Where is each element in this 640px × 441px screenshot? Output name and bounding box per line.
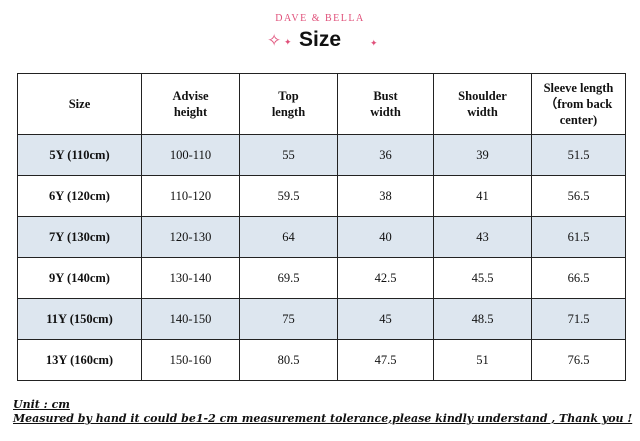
table-row: 5Y (110cm) 100-110 55 36 39 51.5 (17, 134, 626, 176)
header-label: Size (68, 97, 91, 111)
unit-note: Unit : cm (13, 398, 70, 411)
header-shoulder-width: Shoulder width (433, 73, 532, 135)
header-label: Shoulder width (458, 89, 507, 119)
table-cell: 130-140 (141, 257, 240, 299)
table-row: 13Y (160cm) 150-160 80.5 47.5 51 76.5 (17, 339, 626, 381)
title-row: ✧ ✦ Size ✦ (0, 27, 640, 55)
header-advise-height: Advise height (141, 73, 240, 135)
table-cell: 61.5 (531, 216, 626, 258)
size-cell: 5Y (110cm) (17, 134, 142, 176)
table-cell: 47.5 (337, 339, 434, 381)
sparkle-icon: ✧ (267, 31, 282, 51)
table-cell: 110-120 (141, 175, 240, 217)
header-label: Bust width (370, 89, 401, 119)
table-row: 6Y (120cm) 110-120 59.5 38 41 56.5 (17, 175, 626, 217)
table-cell: 80.5 (239, 339, 338, 381)
table-cell: 45.5 (433, 257, 532, 299)
sparkle-icon: ✦ (370, 39, 378, 49)
table-cell: 69.5 (239, 257, 338, 299)
table-cell: 38 (337, 175, 434, 217)
table-header-row: Size Advise height Top length Bust width… (17, 73, 626, 135)
size-chart-table: Size Advise height Top length Bust width… (17, 73, 626, 381)
table-cell: 41 (433, 175, 532, 217)
header-top-length: Top length (239, 73, 338, 135)
table-cell: 59.5 (239, 175, 338, 217)
header-bust-width: Bust width (337, 73, 434, 135)
measurement-notes: Unit : cm Measured by hand it could be1-… (13, 398, 632, 426)
table-row: 7Y (130cm) 120-130 64 40 43 61.5 (17, 216, 626, 258)
size-cell: 11Y (150cm) (17, 298, 142, 340)
page-title: Size (298, 28, 342, 51)
table-cell: 48.5 (433, 298, 532, 340)
table-cell: 66.5 (531, 257, 626, 299)
table-cell: 45 (337, 298, 434, 340)
table-row: 9Y (140cm) 130-140 69.5 42.5 45.5 66.5 (17, 257, 626, 299)
brand-logo-text: DAVE & BELLA (275, 13, 365, 24)
tolerance-note: Measured by hand it could be1-2 cm measu… (13, 412, 633, 425)
size-cell: 9Y (140cm) (17, 257, 142, 299)
table-cell: 76.5 (531, 339, 626, 381)
table-cell: 40 (337, 216, 434, 258)
table-cell: 43 (433, 216, 532, 258)
table-cell: 64 (239, 216, 338, 258)
table-cell: 39 (433, 134, 532, 176)
header-size: Size (17, 73, 142, 135)
size-cell: 13Y (160cm) (17, 339, 142, 381)
header-label: Sleeve length （from back center) (543, 81, 614, 127)
header-label: Top length (271, 89, 306, 119)
table-cell: 71.5 (531, 298, 626, 340)
table-cell: 140-150 (141, 298, 240, 340)
header-sleeve-length: Sleeve length （from back center) (531, 73, 626, 135)
table-cell: 150-160 (141, 339, 240, 381)
table-cell: 120-130 (141, 216, 240, 258)
table-cell: 36 (337, 134, 434, 176)
header-label: Advise height (172, 89, 209, 119)
size-cell: 6Y (120cm) (17, 175, 142, 217)
size-cell: 7Y (130cm) (17, 216, 142, 258)
table-cell: 56.5 (531, 175, 626, 217)
table-cell: 100-110 (141, 134, 240, 176)
table-cell: 55 (239, 134, 338, 176)
table-cell: 75 (239, 298, 338, 340)
table-cell: 51 (433, 339, 532, 381)
table-cell: 42.5 (337, 257, 434, 299)
sparkle-icon: ✦ (284, 38, 292, 48)
table-cell: 51.5 (531, 134, 626, 176)
table-row: 11Y (150cm) 140-150 75 45 48.5 71.5 (17, 298, 626, 340)
